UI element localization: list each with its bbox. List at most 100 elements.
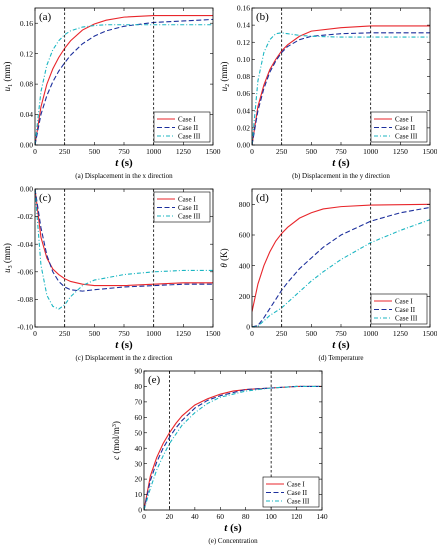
x-tick-label: 1250 (176, 329, 191, 338)
series-line-case3 (252, 219, 430, 327)
x-tick-label: 1000 (363, 147, 378, 156)
y-tick-label: 0.14 (237, 21, 250, 30)
series-group (144, 385, 322, 510)
x-tick-label: 500 (306, 329, 318, 338)
figure-caption: (a) Displacement in the x direction (75, 172, 173, 180)
y-tick-label: 0.04 (237, 106, 250, 115)
y-tick-label: 0.08 (20, 80, 33, 89)
legend-label: Case I (395, 297, 413, 305)
x-tick-label: 140 (316, 512, 328, 521)
legend-label: Case I (178, 195, 196, 203)
x-tick-label: 1500 (423, 329, 437, 338)
x-tick-label: 1500 (423, 147, 437, 156)
y-tick-label: 400 (239, 261, 251, 270)
y-tick-label: 0.00 (237, 141, 250, 150)
y-tick-label: 80 (135, 382, 143, 391)
x-axis-label: t (s) (115, 157, 133, 169)
x-tick-label: 0 (33, 147, 37, 156)
legend-label: Case II (287, 489, 308, 497)
x-tick-label: 500 (89, 147, 101, 156)
x-tick-label: 1250 (176, 147, 191, 156)
x-tick-label: 250 (59, 329, 71, 338)
y-tick-label: 40 (135, 444, 143, 453)
y-tick-label: -0.08 (17, 295, 33, 304)
x-tick-label: 0 (250, 329, 254, 338)
legend-label: Case III (395, 132, 418, 140)
x-tick-label: 120 (291, 512, 303, 521)
x-tick-label: 750 (118, 147, 130, 156)
y-tick-label: 70 (135, 397, 143, 406)
series-line-case1 (252, 25, 430, 145)
legend-label: Case III (178, 132, 201, 140)
y-tick-label: 0.16 (237, 4, 250, 13)
legend-label: Case III (395, 314, 418, 322)
y-tick-label: 0.06 (237, 89, 250, 98)
x-tick-label: 750 (335, 147, 347, 156)
chart-panel-a: 0 250 500 750 1000 1250 1500 0.00 0.04 0.08 0.12 0.… (20, 7, 221, 180)
y-tick-label: 10 (135, 490, 143, 499)
x-tick-label: 250 (59, 147, 71, 156)
legend-label: Case II (178, 204, 199, 212)
x-axis-label: t (s) (332, 339, 350, 351)
chart-panel-c: 0 250 500 750 1000 1250 1500 -0.10 -0.08 -0.06 -0.… (17, 185, 220, 362)
y-tick-label: 200 (239, 292, 251, 301)
x-tick-label: 1000 (363, 329, 378, 338)
x-tick-label: 250 (276, 329, 288, 338)
series-line-case1 (35, 15, 213, 145)
series-line-case3 (144, 385, 322, 510)
y-tick-label: 0.10 (237, 55, 250, 64)
panel-label: (c) (39, 192, 52, 204)
series-line-case1 (252, 203, 430, 312)
y-tick-label: -0.10 (17, 323, 33, 332)
figure-caption: (b) Displacement in the y direction (292, 172, 390, 180)
x-tick-label: 500 (306, 147, 318, 156)
series-group (252, 203, 430, 327)
legend-label: Case II (178, 124, 199, 132)
series-line-case2 (252, 206, 430, 327)
y-tick-label: -0.02 (17, 212, 33, 221)
chart-panel-d: 0 250 500 750 1000 1250 1500 0 200 400 600 800 (d) (d… (239, 188, 437, 362)
y-tick-label: 600 (239, 231, 251, 240)
y-tick-label: 30 (135, 459, 143, 468)
plot-frame (143, 370, 323, 511)
y-tick-label: 50 (135, 428, 143, 437)
chart-panel-e: 0 20 40 60 80 100 120 140 0 10 20 30 40 50 60 70 80 90 (e)… (135, 367, 328, 545)
x-tick-label: 0 (33, 329, 37, 338)
x-axis-label: t (s) (332, 157, 350, 169)
x-tick-label: 500 (89, 329, 101, 338)
y-tick-label: 90 (135, 367, 143, 376)
series-group (35, 15, 213, 145)
x-tick-label: 1250 (393, 147, 408, 156)
x-tick-label: 60 (217, 512, 225, 521)
legend-label: Case II (395, 124, 416, 132)
legend-label: Case I (395, 115, 413, 123)
x-tick-label: 250 (276, 147, 288, 156)
x-tick-label: 1250 (393, 329, 408, 338)
legend-label: Case II (395, 306, 416, 314)
y-axis-label: u2 (mm) (219, 62, 231, 92)
chart-panel-b: 0 250 500 750 1000 1250 1500 0.00 0.02 0.04 0.06 0.… (237, 4, 437, 180)
y-tick-label: 0 (246, 323, 250, 332)
x-tick-label: 0 (250, 147, 254, 156)
y-tick-label: 0.12 (237, 38, 250, 47)
series-line-case3 (35, 24, 213, 145)
x-tick-label: 0 (142, 512, 146, 521)
panel-label: (a) (39, 11, 52, 23)
legend-label: Case I (178, 115, 196, 123)
x-tick-label: 750 (335, 329, 347, 338)
figure-caption: (d) Temperature (318, 354, 363, 362)
y-tick-label: 20 (135, 475, 143, 484)
y-axis-label: u3 (mm) (2, 243, 14, 273)
y-tick-label: 0 (138, 506, 142, 515)
x-axis-label: t (s) (224, 522, 242, 534)
figure-caption: (c) Displacement in the z direction (76, 354, 173, 362)
y-tick-label: 0.16 (20, 19, 33, 28)
y-tick-label: 0.12 (20, 49, 33, 58)
x-tick-label: 20 (166, 512, 174, 521)
x-axis-label: t (s) (115, 339, 133, 351)
